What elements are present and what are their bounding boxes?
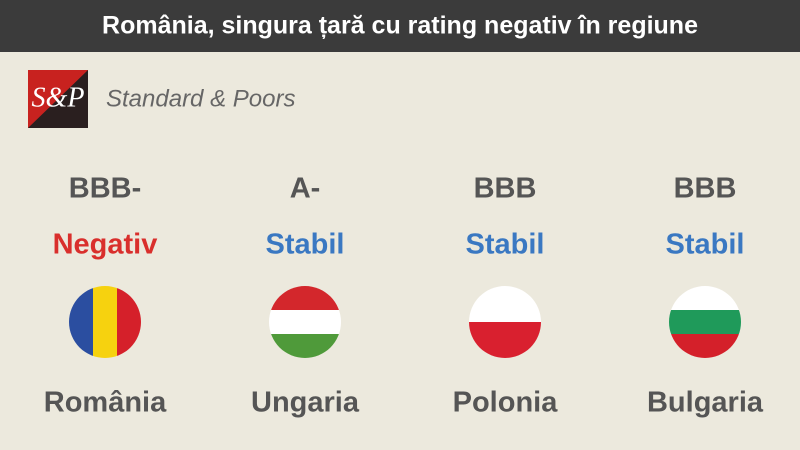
flag-stripe bbox=[669, 310, 741, 334]
flag-romania bbox=[69, 286, 141, 358]
flag-bulgaria bbox=[669, 286, 741, 358]
logo-red bbox=[28, 70, 88, 128]
country-name: Bulgaria bbox=[647, 387, 764, 419]
rating: BBB- bbox=[69, 173, 142, 205]
flag-hungary bbox=[269, 286, 341, 358]
outlook: Stabil bbox=[466, 229, 545, 261]
source-name: Standard & Poors bbox=[106, 85, 295, 112]
flag-stripe bbox=[269, 310, 341, 334]
logo: S&P bbox=[28, 70, 88, 128]
flag-poland bbox=[469, 286, 541, 358]
rating: A- bbox=[290, 173, 321, 205]
rating: BBB bbox=[674, 173, 737, 205]
title: România, singura țară cu rating negativ … bbox=[102, 12, 698, 40]
country-name: România bbox=[44, 387, 167, 419]
country-name: Polonia bbox=[453, 387, 559, 419]
outlook: Stabil bbox=[266, 229, 345, 261]
logo-text: S&P bbox=[32, 82, 85, 113]
outlook: Negativ bbox=[53, 229, 158, 261]
header-bar bbox=[0, 0, 800, 52]
rating: BBB bbox=[474, 173, 537, 205]
country-name: Ungaria bbox=[251, 387, 360, 419]
outlook: Stabil bbox=[666, 229, 745, 261]
flag-stripe bbox=[93, 286, 117, 358]
